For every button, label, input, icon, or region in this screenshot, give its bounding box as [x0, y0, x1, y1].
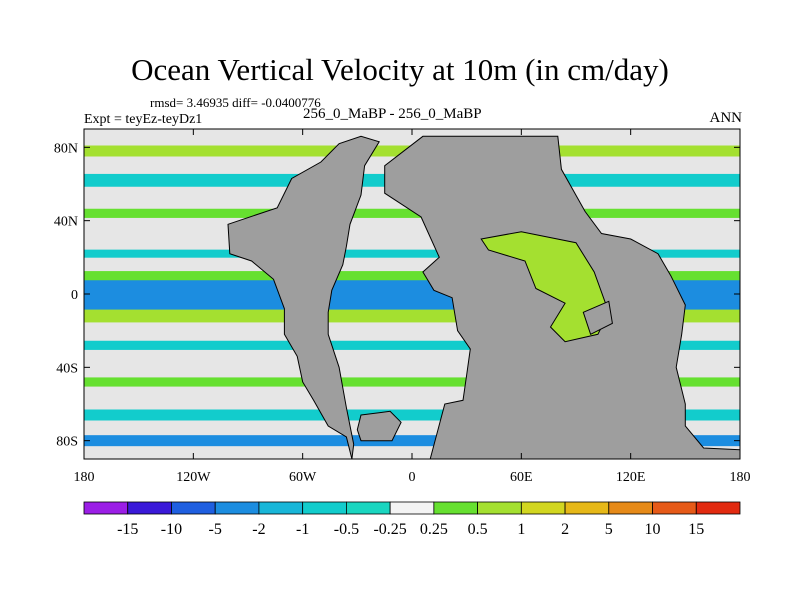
- y-tick-label: 80N: [54, 141, 78, 156]
- colorbar-label: -0.25: [373, 521, 406, 538]
- contour-band: [84, 377, 740, 387]
- contour-band: [84, 249, 740, 258]
- contour-band: [84, 340, 740, 350]
- colorbar-swatch: [127, 501, 172, 515]
- colorbar-swatch: [695, 501, 741, 515]
- land-antarctic-island: [356, 410, 402, 442]
- colorbar-label: 5: [605, 521, 613, 538]
- x-tick-label: 60E: [510, 470, 533, 485]
- x-axis: 180 120W 60W 0 60E 120E 180: [74, 129, 751, 485]
- colorbar-label: 1: [517, 521, 525, 538]
- colorbar-swatch: [520, 501, 566, 515]
- colorbar-label: -10: [161, 521, 182, 538]
- colorbar-swatch: [83, 501, 129, 515]
- x-tick-label: 120W: [176, 470, 211, 485]
- y-axis: 80N 40N 0 40S 80S: [54, 141, 740, 450]
- colorbar-swatch: [564, 501, 610, 515]
- colorbar-label: 0.25: [420, 521, 448, 538]
- colorbar: -15 -10 -5 -2 -1 -0.5 -0.25 0.25 0.5 1 2 5 10 15: [83, 501, 741, 538]
- contour-band: [84, 271, 740, 281]
- colorbar-swatch: [345, 501, 391, 515]
- y-tick-label: 0: [71, 288, 78, 303]
- colorbar-label: 2: [561, 521, 569, 538]
- chart-title: Ocean Vertical Velocity at 10m (in cm/da…: [131, 52, 669, 87]
- x-tick-label: 180: [730, 470, 751, 485]
- colorbar-label: -15: [117, 521, 138, 538]
- x-tick-label: 180: [74, 470, 95, 485]
- colorbar-label: -5: [209, 521, 222, 538]
- colorbar-swatch: [171, 501, 216, 515]
- colorbar-swatch: [608, 501, 653, 515]
- land-regions: [227, 135, 740, 459]
- season-label: ANN: [709, 110, 743, 126]
- colorbar-swatch: [652, 501, 697, 515]
- colorbar-label: -1: [296, 521, 309, 538]
- colorbar-swatch: [214, 501, 260, 515]
- colorbar-label: 15: [688, 521, 704, 538]
- x-tick-label: 120E: [616, 470, 646, 485]
- colorbar-label: 10: [645, 521, 661, 538]
- contour-band: [84, 208, 740, 218]
- stats-label: rmsd= 3.46935 diff= -0.0400776: [150, 95, 321, 110]
- colorbar-label: -0.5: [334, 521, 359, 538]
- y-tick-label: 40S: [56, 361, 78, 376]
- y-tick-label: 40N: [54, 215, 78, 230]
- land-inner-gulf: [480, 231, 610, 343]
- x-tick-label: 60W: [289, 470, 317, 485]
- contour-band: [84, 435, 740, 447]
- colorbar-swatch: [389, 501, 435, 515]
- land-island-east: [582, 300, 613, 336]
- colorbar-swatch: [258, 501, 304, 515]
- experiment-label: Expt = teyEz-teyDz1: [84, 112, 203, 127]
- colorbar-swatch: [477, 501, 522, 515]
- case-label: 256_0_MaBP - 256_0_MaBP: [303, 106, 482, 122]
- x-tick-label: 0: [409, 470, 416, 485]
- colorbar-label: -2: [252, 521, 265, 538]
- land-americas: [227, 135, 380, 459]
- contour-band: [84, 409, 740, 421]
- colorbar-swatch: [302, 501, 347, 515]
- y-tick-label: 80S: [56, 435, 78, 450]
- colorbar-label: 0.5: [468, 521, 488, 538]
- colorbar-swatch: [433, 501, 479, 515]
